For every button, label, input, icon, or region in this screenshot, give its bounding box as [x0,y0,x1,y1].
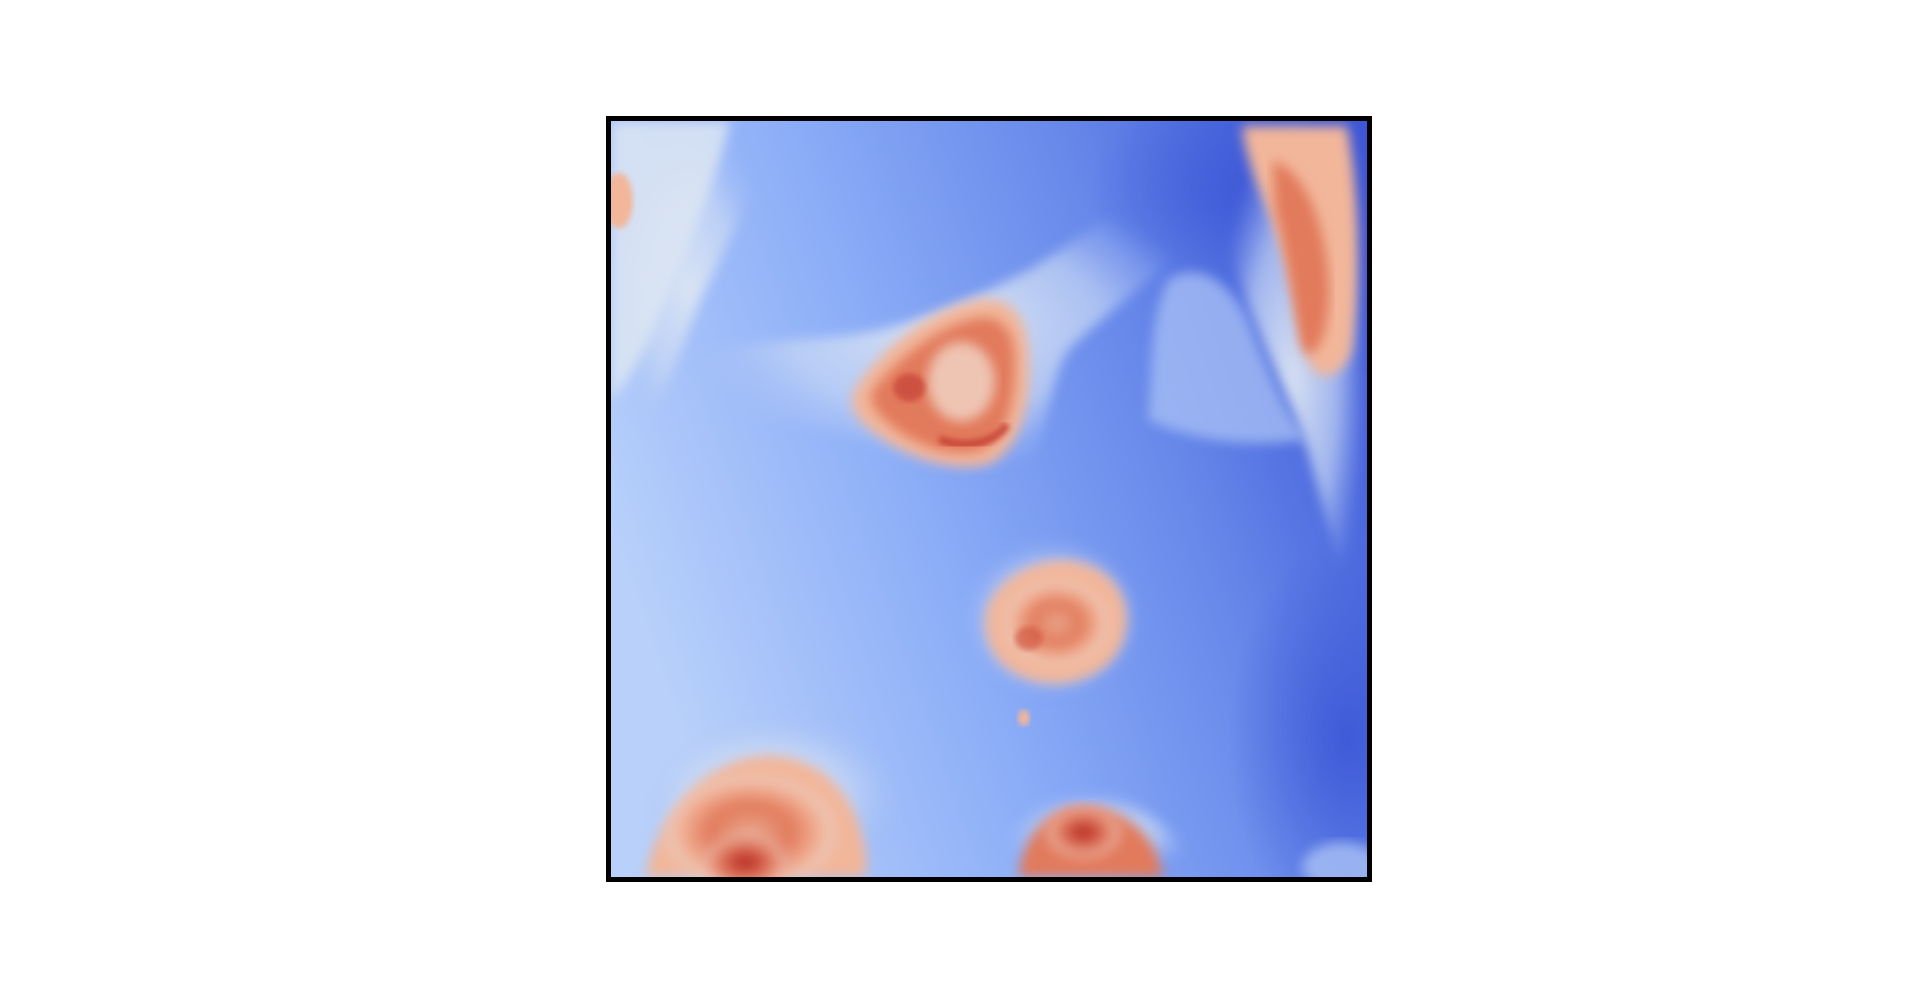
dark-region-right [1227,538,1367,877]
cell-left-edge [611,121,771,460]
cell-bottom-center [1003,791,1193,877]
heatmap-image [606,116,1372,882]
cell-lower-center [963,538,1142,726]
cell-right-edge [1148,121,1367,639]
haze-bottom-right [1302,842,1367,877]
heatmap-svg [611,121,1367,877]
cell-bottom-left [630,711,904,877]
cell-top-center [680,180,1209,472]
